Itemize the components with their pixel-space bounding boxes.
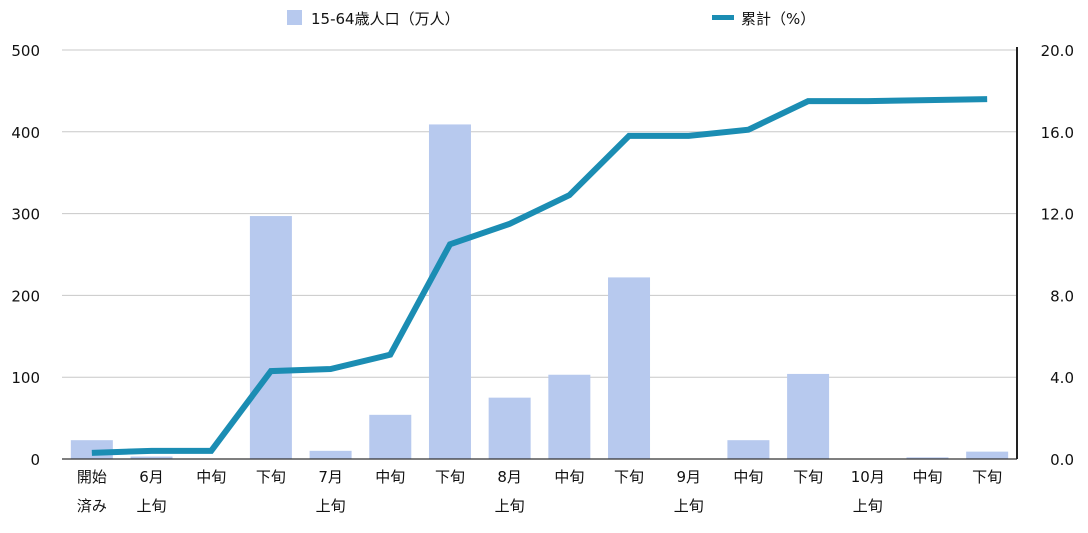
x-tick-label: 7月上旬: [316, 468, 346, 515]
legend-swatch-line: [712, 15, 734, 20]
bar: [548, 374, 591, 459]
line-series: [91, 96, 988, 456]
bar: [488, 397, 531, 459]
bar: [369, 414, 412, 459]
right-tick-label: 20.0: [1041, 42, 1074, 60]
x-tick-label: 開始済み: [77, 468, 107, 515]
right-tick-label: 8.0: [1050, 287, 1074, 305]
bar: [309, 450, 352, 459]
left-axis-tick-labels: 0 100 200 300 400 500: [11, 42, 40, 469]
bar: [428, 124, 471, 460]
x-tick-label: 中旬: [733, 468, 763, 486]
x-tick-label: 10月上旬: [851, 468, 885, 515]
x-tick-label: 中旬: [375, 468, 405, 486]
x-tick-label: 8月上旬: [495, 468, 525, 515]
gridlines: [62, 49, 1017, 378]
legend-label-cumulative: 累計（%）: [741, 10, 815, 28]
right-tick-label: 12.0: [1041, 206, 1074, 224]
x-tick-label: 6月上旬: [137, 468, 167, 515]
bar-series: [70, 124, 1009, 460]
left-tick-label: 400: [11, 124, 40, 142]
left-tick-label: 500: [11, 42, 40, 60]
left-tick-label: 300: [11, 206, 40, 224]
x-tick-label: 下旬: [256, 468, 286, 486]
x-tick-label: 中旬: [912, 468, 942, 486]
x-tick-label: 下旬: [972, 468, 1002, 486]
bar: [727, 440, 770, 459]
cumulative-line: [91, 96, 988, 456]
right-tick-label: 4.0: [1050, 369, 1074, 387]
legend-swatch-bar: [287, 10, 302, 25]
x-tick-label: 下旬: [793, 468, 823, 486]
x-axis-tick-labels: 開始済み 6月上旬 中旬 下旬 7月上旬 中旬 下旬 8月上旬 中旬 下旬 9月上旬 中旬 下旬 10月上…: [77, 468, 1002, 515]
left-tick-label: 0: [30, 451, 40, 469]
bar: [966, 451, 1009, 459]
x-tick-label: 中旬: [196, 468, 226, 486]
x-tick-label: 下旬: [614, 468, 644, 486]
legend-label-population: 15-64歳人口（万人）: [311, 10, 460, 28]
right-tick-label: 16.0: [1041, 124, 1074, 142]
bar: [608, 277, 651, 459]
x-tick-label: 下旬: [435, 468, 465, 486]
x-tick-label: 中旬: [554, 468, 584, 486]
bar: [130, 456, 173, 459]
right-axis-tick-labels: 0.0 4.0 8.0 12.0 16.0 20.0: [1041, 42, 1074, 469]
bar: [906, 457, 949, 459]
legend: 15-64歳人口（万人） 累計（%）: [287, 10, 815, 28]
left-tick-label: 100: [11, 369, 40, 387]
axes: [62, 47, 1018, 460]
bar: [249, 216, 292, 459]
right-tick-label: 0.0: [1050, 451, 1074, 469]
bar: [787, 373, 830, 459]
x-tick-label: 9月上旬: [674, 468, 704, 515]
left-tick-label: 200: [11, 287, 40, 305]
